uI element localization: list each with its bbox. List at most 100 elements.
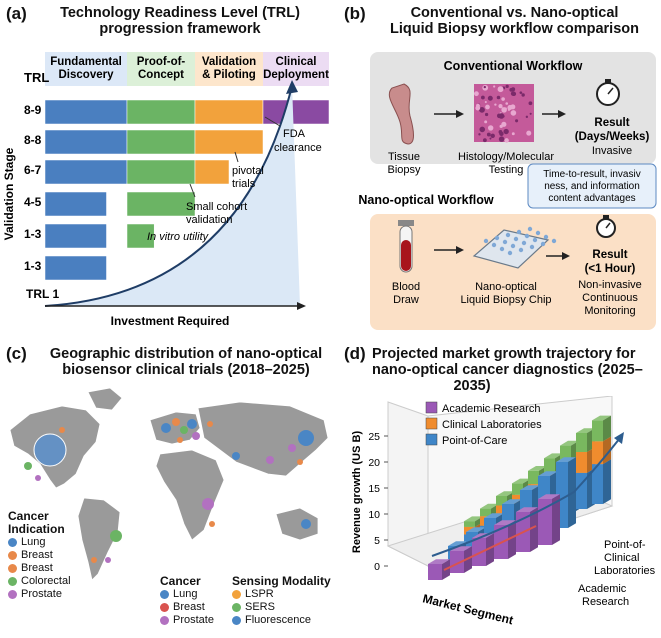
depth-label-4: Academic (578, 583, 627, 595)
legend1-swatch-3 (8, 577, 17, 586)
cancer-indication-legend: Cancer Indication Lung Breast Breast Colore… (8, 510, 104, 601)
bar-front-back-0-2 (464, 521, 475, 527)
histology-cell (493, 85, 496, 88)
legend1-label-4: Prostate (21, 588, 62, 600)
chip-well (543, 234, 549, 240)
y-tick-1: 20 (368, 457, 380, 469)
world-map (9, 387, 329, 581)
conv-step1-line1: Tissue (388, 151, 420, 163)
legend3-swatch-2 (232, 616, 241, 625)
histology-cell (496, 95, 501, 100)
nano-step1-line2: Draw (393, 294, 419, 306)
y-tick-3: 10 (368, 509, 380, 521)
legend1-label-3: Colorectal (21, 575, 71, 587)
bar-front-back-6-2 (560, 445, 571, 463)
histology-cell (509, 88, 513, 92)
nano-result-line3: Non-invasive (578, 279, 642, 291)
legend3-item-2: Fluorescence (232, 614, 336, 627)
legend3-item-0: LSPR (232, 588, 336, 601)
legend3-swatch-0 (232, 590, 241, 599)
histology-cell (485, 104, 490, 110)
legend2-swatch-1 (160, 603, 169, 612)
marker-usa (33, 433, 67, 467)
panel-c-title: Geographic distribution of nano-optical … (36, 346, 336, 378)
panel-a-title: Technology Readiness Level (TRL) progres… (40, 5, 320, 37)
conv-result-line2: (Days/Weeks) (575, 131, 650, 143)
bar-front-back-2-1 (496, 505, 507, 517)
phase-header-2 (195, 52, 263, 86)
conv-result-line3: Invasive (592, 145, 632, 157)
bar-front-back-4-2 (528, 470, 539, 485)
histology-cell (501, 97, 505, 101)
bar-top-mid-1 (466, 527, 486, 532)
marker-poland (187, 419, 197, 429)
conv-step2-line1: Histology/Molecular (458, 151, 554, 163)
legend1-swatch-0 (8, 538, 17, 547)
chip-well (499, 246, 505, 252)
legend1-swatch-1 (8, 551, 17, 560)
trl-bottom-label: TRL 1 (26, 287, 59, 301)
legend1-item-2: Breast (8, 562, 104, 575)
cancer-legend: Cancer Lung Breast Prostate (160, 575, 230, 627)
bar-top-back-5-2 (544, 453, 563, 459)
histology-cell (494, 103, 497, 106)
bar-front-back-2-2 (496, 496, 507, 506)
chip-well (483, 238, 489, 244)
histology-cell (503, 128, 509, 135)
histology-cell (505, 102, 509, 105)
cohort-pointer (189, 183, 196, 198)
trl-bar-1-0 (44, 129, 128, 155)
legend1-title: Cancer Indication (8, 510, 104, 536)
histology-cell (484, 120, 488, 124)
marker-se-asia (297, 459, 303, 465)
trl-bar-1-2 (194, 129, 264, 155)
nano-step2-line2: Liquid Biopsy Chip (460, 294, 551, 306)
histology-cell (501, 121, 507, 127)
conv-arrow-1-head (456, 110, 464, 118)
panel-d-title-line3: 2035) (453, 378, 491, 394)
bar-top-front-5 (538, 494, 560, 499)
bar-top-back-7-2 (576, 428, 595, 433)
tube-cap (398, 220, 414, 226)
africa (155, 449, 225, 541)
legend2-swatch-0 (160, 590, 169, 599)
legend2-item-2: Prostate (160, 614, 230, 627)
trl-row-label-5: 1-3 (24, 259, 42, 273)
panel-b-title-line1: Conventional vs. Nano-optical (410, 5, 619, 21)
trend-line-red (443, 525, 537, 571)
phase-header-0 (45, 52, 127, 86)
fda-pointer (264, 116, 281, 127)
fda-label-1: FDA (283, 128, 306, 140)
greenland (87, 387, 123, 411)
bar-side-front-3 (508, 520, 516, 559)
trend-arrow-blue (614, 432, 624, 444)
trend-line-blue (431, 437, 621, 557)
bar-top-front-0 (428, 559, 450, 564)
phase-label-0-0: Fundamental (50, 56, 122, 68)
d-legend-swatch-1 (425, 417, 438, 430)
histology-cell (510, 104, 516, 110)
panel-d-title-line2: nano-optical cancer diagnostics (2025– (372, 362, 643, 378)
bar-front-back-1-2 (480, 508, 491, 517)
histology-cell (510, 91, 516, 96)
histology-cell (498, 113, 505, 119)
histology-cell (479, 126, 486, 133)
depth-label-3: Laboratories (594, 565, 656, 577)
chip-well (529, 244, 535, 250)
bar-front-back-8-1 (592, 441, 603, 465)
legend3-label-2: Fluorescence (245, 614, 312, 626)
cohort-label-1: Small cohort (186, 201, 247, 213)
legend1-swatch-4 (8, 590, 17, 599)
chip-well (505, 232, 511, 238)
x-axis-label: Investment Required (111, 314, 230, 328)
legend1-item-1: Breast (8, 549, 104, 562)
nano-result-line4: Continuous (582, 292, 638, 304)
trl-bar-0-0 (44, 99, 128, 125)
legend1-title-line2: Indication (8, 522, 65, 536)
histology-cell (474, 91, 479, 97)
nano-result-line2: (<1 Hour) (585, 263, 636, 275)
trl-bar-3-0 (44, 191, 107, 217)
marker-china (298, 430, 314, 446)
trl-bar-0-3 (262, 99, 330, 125)
